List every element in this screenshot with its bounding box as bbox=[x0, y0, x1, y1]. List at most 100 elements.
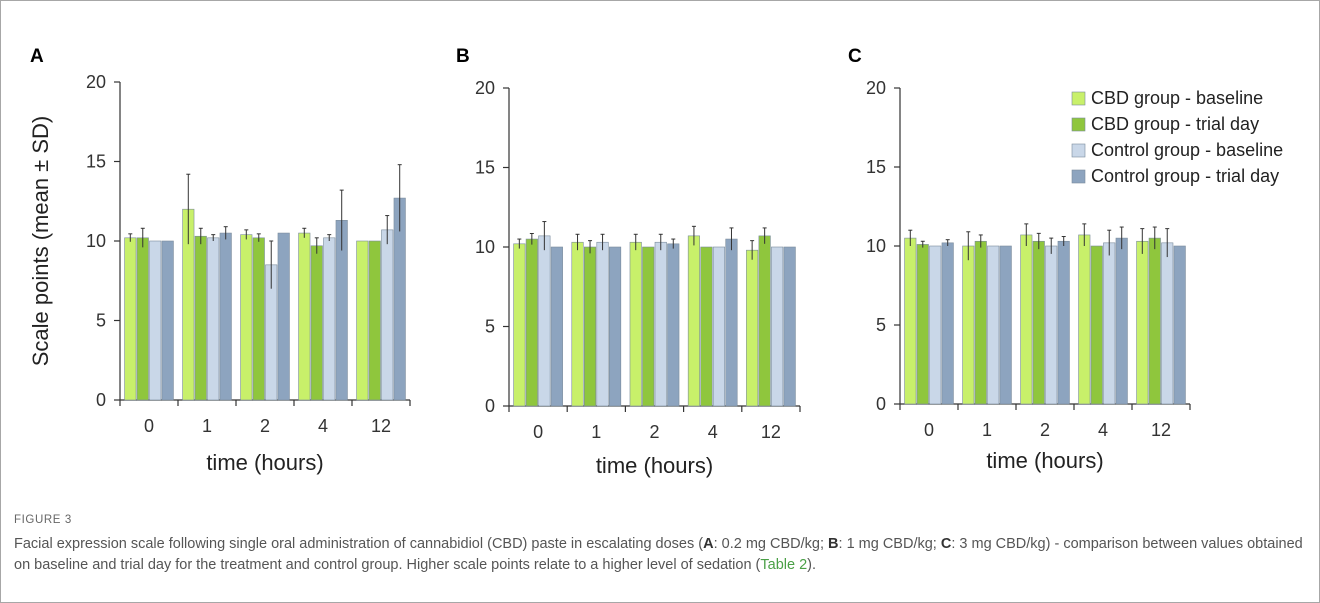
bar bbox=[596, 241, 609, 407]
x-tick-label: 1 bbox=[982, 420, 992, 440]
bar bbox=[550, 246, 563, 407]
bar bbox=[904, 237, 917, 405]
bar bbox=[513, 243, 526, 407]
x-tick-label: 12 bbox=[761, 422, 781, 442]
bar bbox=[1173, 245, 1186, 405]
legend-swatch bbox=[1071, 91, 1086, 106]
bar bbox=[941, 242, 954, 405]
x-tick-label: 2 bbox=[1040, 420, 1050, 440]
bar bbox=[124, 237, 137, 401]
bar bbox=[1115, 237, 1128, 405]
bar bbox=[161, 240, 174, 401]
caption-part: ). bbox=[807, 557, 817, 573]
y-tick-label: 5 bbox=[876, 315, 886, 335]
bar bbox=[1032, 240, 1045, 405]
bar bbox=[1103, 242, 1116, 405]
y-tick-label: 15 bbox=[866, 157, 886, 177]
y-tick-label: 20 bbox=[866, 78, 886, 98]
bar bbox=[1148, 237, 1161, 405]
x-tick-label: 2 bbox=[260, 416, 270, 436]
legend-swatch bbox=[1071, 117, 1086, 132]
y-tick-label: 10 bbox=[86, 231, 106, 251]
caption-panel-b: B bbox=[828, 536, 839, 552]
bar bbox=[1161, 242, 1174, 405]
bar bbox=[252, 237, 265, 401]
bar bbox=[323, 237, 336, 401]
x-tick-label: 2 bbox=[649, 422, 659, 442]
legend-swatch bbox=[1071, 143, 1086, 158]
bar bbox=[1078, 234, 1091, 405]
bar bbox=[207, 237, 220, 401]
bar bbox=[629, 241, 642, 407]
bar bbox=[712, 246, 726, 407]
bar bbox=[667, 243, 680, 407]
y-tick-label: 0 bbox=[876, 394, 886, 414]
bar bbox=[525, 238, 538, 407]
x-tick-label: 0 bbox=[533, 422, 543, 442]
table-2-link[interactable]: Table 2 bbox=[760, 557, 808, 573]
legend-label: Control group - trial day bbox=[1091, 166, 1279, 186]
caption-part: : 1 mg CBD/kg; bbox=[838, 536, 941, 552]
x-axis-title: time (hours) bbox=[986, 448, 1103, 473]
bar bbox=[571, 241, 584, 407]
bar bbox=[783, 246, 796, 407]
bar bbox=[368, 240, 381, 401]
x-tick-label: 12 bbox=[1151, 420, 1171, 440]
bar bbox=[687, 235, 700, 407]
bar bbox=[1136, 240, 1149, 405]
bar bbox=[136, 237, 149, 401]
bar bbox=[642, 246, 655, 407]
bar bbox=[771, 246, 784, 407]
y-tick-label: 20 bbox=[475, 78, 495, 98]
x-axis-title: time (hours) bbox=[206, 450, 323, 475]
bar bbox=[999, 245, 1012, 405]
bar bbox=[1090, 245, 1103, 405]
x-tick-label: 1 bbox=[591, 422, 601, 442]
bar bbox=[194, 235, 207, 401]
legend-swatch bbox=[1071, 169, 1086, 184]
bar bbox=[1020, 234, 1033, 405]
bar bbox=[149, 240, 162, 401]
caption-panel-a: A bbox=[703, 536, 714, 552]
bar bbox=[725, 238, 738, 407]
bar bbox=[219, 232, 232, 401]
caption-text: Facial expression scale following single… bbox=[14, 534, 1304, 576]
bar bbox=[538, 235, 551, 407]
y-tick-label: 10 bbox=[475, 237, 495, 257]
bar bbox=[1057, 240, 1070, 405]
bar bbox=[916, 244, 929, 405]
y-tick-label: 5 bbox=[485, 317, 495, 337]
legend-label: CBD group - trial day bbox=[1091, 114, 1259, 134]
bar bbox=[240, 234, 253, 401]
panel-letter-a: A bbox=[30, 46, 44, 67]
x-tick-label: 0 bbox=[144, 416, 154, 436]
y-tick-label: 5 bbox=[96, 311, 106, 331]
bar bbox=[962, 245, 975, 405]
y-tick-label: 0 bbox=[96, 390, 106, 410]
caption-part: : 3 mg CBD/kg) - comparison between valu… bbox=[14, 536, 1303, 573]
bar bbox=[746, 249, 759, 407]
y-tick-label: 15 bbox=[86, 152, 106, 172]
bar bbox=[583, 246, 597, 407]
bar bbox=[987, 245, 1000, 405]
bar bbox=[298, 232, 311, 401]
x-tick-label: 4 bbox=[1098, 420, 1108, 440]
panel-letter-c: C bbox=[848, 46, 862, 67]
caption-part: Facial expression scale following single… bbox=[14, 536, 704, 552]
bar bbox=[974, 240, 987, 405]
x-tick-label: 4 bbox=[318, 416, 328, 436]
bar bbox=[1045, 245, 1058, 405]
y-tick-label: 20 bbox=[86, 72, 106, 92]
legend-label: CBD group - baseline bbox=[1091, 88, 1263, 108]
bar bbox=[381, 229, 394, 401]
bar bbox=[654, 241, 667, 407]
y-tick-label: 15 bbox=[475, 158, 495, 178]
bar bbox=[758, 235, 771, 407]
x-tick-label: 1 bbox=[202, 416, 212, 436]
y-tick-label: 0 bbox=[485, 396, 495, 416]
x-tick-label: 0 bbox=[924, 420, 934, 440]
panel-letter-b: B bbox=[456, 46, 470, 67]
bar bbox=[356, 240, 369, 401]
bar bbox=[609, 246, 622, 407]
